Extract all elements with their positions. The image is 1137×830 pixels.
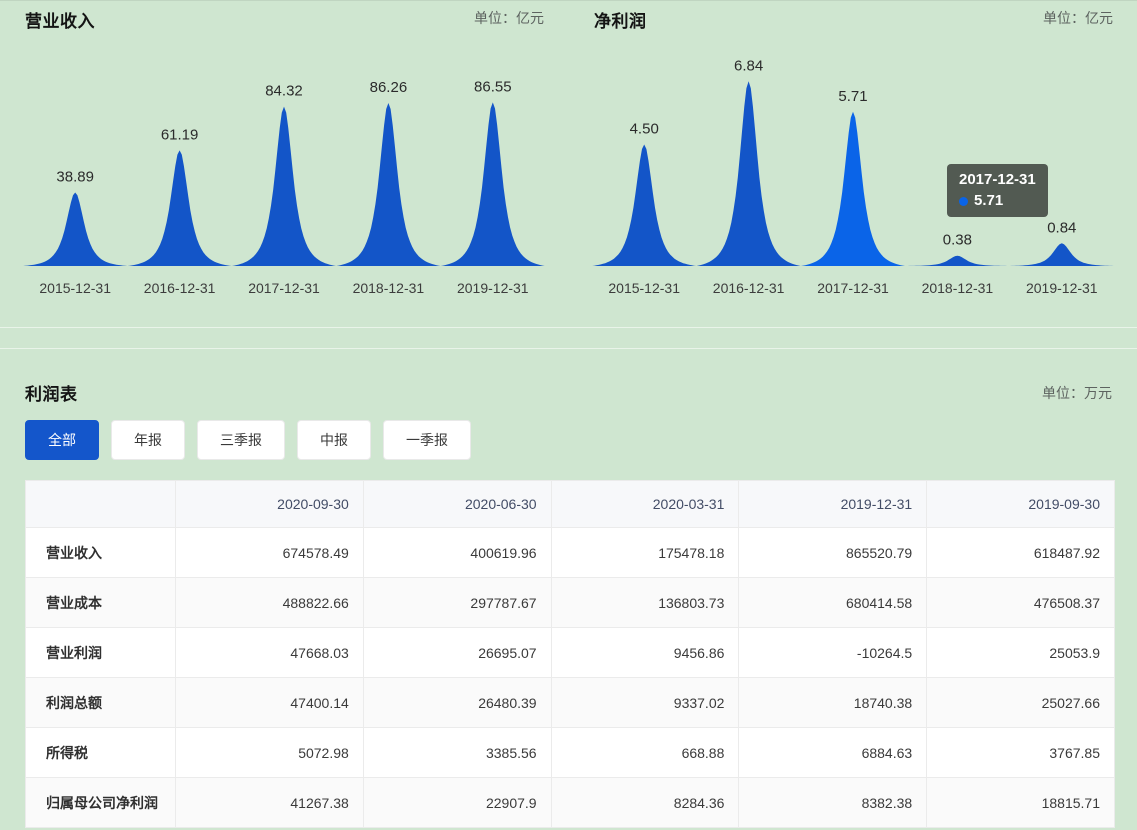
axis-label-2018-12-31: 2018-12-31	[922, 280, 994, 296]
table-row: 营业利润 47668.03 26695.07 9456.86 -10264.5 25053…	[25, 627, 1115, 678]
table-cell: 22907.9	[362, 777, 552, 828]
table-cell: 865520.79	[738, 527, 928, 578]
filter-tab-4[interactable]: 中报	[297, 420, 371, 460]
column-header-2019-09-30: 2019-09-30	[926, 480, 1115, 528]
column-header-2019-12-31: 2019-12-31	[738, 480, 928, 528]
table-row: 归属母公司净利润 41267.38 22907.9 8284.36 8382.38 188…	[25, 777, 1115, 828]
row-label: 营业利润	[25, 627, 176, 678]
row-label: 营业成本	[25, 577, 176, 628]
axis-label-2017-12-31: 2017-12-31	[248, 280, 320, 296]
axis-label-2017-12-31: 2017-12-31	[817, 280, 889, 296]
value-label-2016-12-31: 6.84	[734, 57, 763, 74]
table-cell: 400619.96	[362, 527, 552, 578]
report-period-tabs: 全部 年报 三季报 中报 一季报	[25, 420, 483, 460]
peak-2017-12-31[interactable]	[232, 106, 336, 266]
column-header-2020-09-30: 2020-09-30	[175, 480, 364, 528]
column-header-2020-06-30: 2020-06-30	[362, 480, 552, 528]
table-cell: 9337.02	[550, 677, 740, 728]
peak-2017-12-31[interactable]	[801, 111, 905, 266]
profit-table-unit-label: 单位：万元	[1042, 385, 1112, 401]
value-label-2018-12-31: 86.26	[370, 79, 408, 96]
table-cell: 6884.63	[738, 727, 928, 778]
section-divider	[0, 327, 1137, 349]
table-row: 营业成本 488822.66 297787.67 136803.73 680414.58…	[25, 577, 1115, 628]
revenue-chart-title: 营业收入	[25, 12, 95, 31]
table-cell: 680414.58	[738, 577, 928, 628]
column-header-2020-03-31: 2020-03-31	[550, 480, 740, 528]
net-profit-chart-panel: 4.50 2015-12-31 6.84 2016-12-31 5.71 2017-12-…	[569, 1, 1137, 328]
table-cell: -10264.5	[738, 627, 928, 678]
table-cell: 297787.67	[362, 577, 552, 628]
table-corner-cell	[25, 480, 176, 528]
peak-2016-12-31[interactable]	[696, 81, 801, 266]
peak-2019-12-31[interactable]	[440, 102, 545, 267]
filter-tab-3[interactable]: 三季报	[197, 420, 285, 460]
revenue-unit-label: 单位：亿元	[474, 10, 544, 26]
table-cell: 18815.71	[926, 777, 1115, 828]
row-label: 营业收入	[25, 527, 176, 578]
filter-tab-1[interactable]: 全部	[25, 420, 99, 460]
peak-2015-12-31[interactable]	[23, 192, 128, 267]
table-cell: 25053.9	[926, 627, 1115, 678]
table-cell: 47668.03	[175, 627, 364, 678]
value-label-2018-12-31: 0.38	[943, 232, 972, 249]
revenue-chart[interactable]: 38.89 2015-12-31 61.19 2016-12-31 84.32 2017-…	[0, 1, 568, 311]
table-cell: 9456.86	[550, 627, 740, 678]
row-label: 所得税	[25, 727, 176, 778]
table-cell: 5072.98	[175, 727, 364, 778]
revenue-chart-panel: 38.89 2015-12-31 61.19 2016-12-31 84.32 2017-…	[0, 1, 568, 328]
table-cell: 26695.07	[362, 627, 552, 678]
row-label: 利润总额	[25, 677, 176, 728]
table-cell: 47400.14	[175, 677, 364, 728]
profit-table: 2020-09-30 2020-06-30 2020-03-31 2019-12-31…	[25, 480, 1115, 828]
axis-label-2015-12-31: 2015-12-31	[608, 280, 680, 296]
filter-tab-5[interactable]: 一季报	[383, 420, 471, 460]
table-row: 利润总额 47400.14 26480.39 9337.02 18740.38 25027…	[25, 677, 1115, 728]
peak-2018-12-31[interactable]	[905, 255, 1010, 266]
peak-2019-12-31[interactable]	[1009, 243, 1114, 266]
profit-table-title: 利润表	[25, 385, 78, 404]
net-profit-unit-label: 单位：亿元	[1043, 10, 1113, 26]
table-row: 营业收入 674578.49 400619.96 175478.18 865520.79…	[25, 527, 1115, 578]
value-label-2015-12-31: 4.50	[630, 121, 659, 138]
table-cell: 668.88	[550, 727, 740, 778]
charts-section: 38.89 2015-12-31 61.19 2016-12-31 84.32 2017-…	[0, 0, 1137, 327]
table-cell: 175478.18	[550, 527, 740, 578]
value-label-2015-12-31: 38.89	[56, 168, 94, 185]
table-cell: 674578.49	[175, 527, 364, 578]
peak-2018-12-31[interactable]	[336, 103, 441, 266]
table-cell: 8284.36	[550, 777, 740, 828]
table-cell: 8382.38	[738, 777, 928, 828]
table-cell: 488822.66	[175, 577, 364, 628]
value-label-2017-12-31: 5.71	[838, 88, 867, 105]
table-row: 所得税 5072.98 3385.56 668.88 6884.63 3767.85	[25, 727, 1115, 778]
value-label-2019-12-31: 86.55	[474, 78, 512, 95]
axis-label-2019-12-31: 2019-12-31	[457, 280, 529, 296]
profit-table-section: 利润表 单位：万元 全部 年报 三季报 中报 一季报 2020-09-30 2020-06…	[0, 349, 1137, 829]
filter-tab-2[interactable]: 年报	[111, 420, 185, 460]
peak-2015-12-31[interactable]	[592, 144, 697, 267]
table-cell: 476508.37	[926, 577, 1115, 628]
table-cell: 26480.39	[362, 677, 552, 728]
axis-label-2016-12-31: 2016-12-31	[713, 280, 785, 296]
table-cell: 25027.66	[926, 677, 1115, 728]
table-cell: 18740.38	[738, 677, 928, 728]
net-profit-chart[interactable]: 4.50 2015-12-31 6.84 2016-12-31 5.71 2017-12-…	[569, 1, 1137, 311]
table-cell: 136803.73	[550, 577, 740, 628]
value-label-2016-12-31: 61.19	[161, 126, 199, 143]
axis-label-2019-12-31: 2019-12-31	[1026, 280, 1098, 296]
axis-label-2015-12-31: 2015-12-31	[39, 280, 111, 296]
value-label-2017-12-31: 84.32	[265, 83, 303, 100]
table-cell: 3385.56	[362, 727, 552, 778]
table-cell: 618487.92	[926, 527, 1115, 578]
peak-2016-12-31[interactable]	[127, 150, 232, 266]
table-cell: 41267.38	[175, 777, 364, 828]
table-cell: 3767.85	[926, 727, 1115, 778]
value-label-2019-12-31: 0.84	[1047, 219, 1076, 236]
row-label: 归属母公司净利润	[25, 777, 176, 828]
axis-label-2018-12-31: 2018-12-31	[353, 280, 425, 296]
axis-label-2016-12-31: 2016-12-31	[144, 280, 216, 296]
net-profit-chart-title: 净利润	[594, 12, 647, 31]
